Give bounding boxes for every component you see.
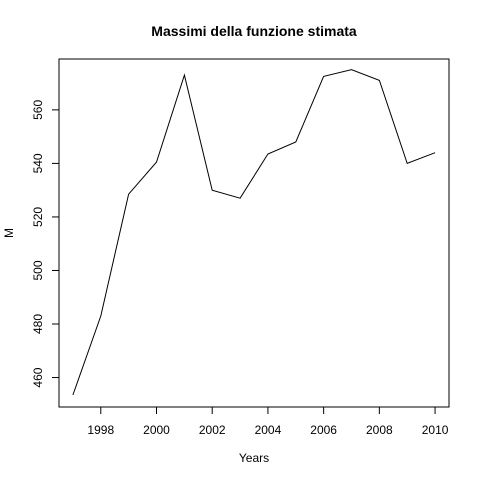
x-tick-label: 1998 <box>87 423 114 437</box>
y-tick-label: 480 <box>31 314 45 334</box>
x-tick-label: 2006 <box>310 423 337 437</box>
y-tick-label: 460 <box>31 367 45 387</box>
y-tick-label: 500 <box>31 260 45 280</box>
y-tick-label: 520 <box>31 207 45 227</box>
x-tick-label: 2004 <box>255 423 282 437</box>
x-tick-label: 2002 <box>199 423 226 437</box>
y-tick-label: 560 <box>31 100 45 120</box>
x-axis-label: Years <box>239 451 269 465</box>
plot-frame <box>59 59 449 407</box>
chart-title: Massimi della funzione stimata <box>151 23 357 39</box>
y-tick-label: 540 <box>31 153 45 173</box>
y-axis: 460 480 500 520 540 560 <box>31 100 59 388</box>
x-tick-label: 2008 <box>366 423 393 437</box>
y-axis-label: M <box>2 228 16 238</box>
x-axis: 1998 2000 2002 2004 2006 2008 2010 <box>87 407 448 437</box>
x-tick-label: 2000 <box>143 423 170 437</box>
series-line <box>73 70 435 395</box>
x-tick-label: 2010 <box>422 423 449 437</box>
